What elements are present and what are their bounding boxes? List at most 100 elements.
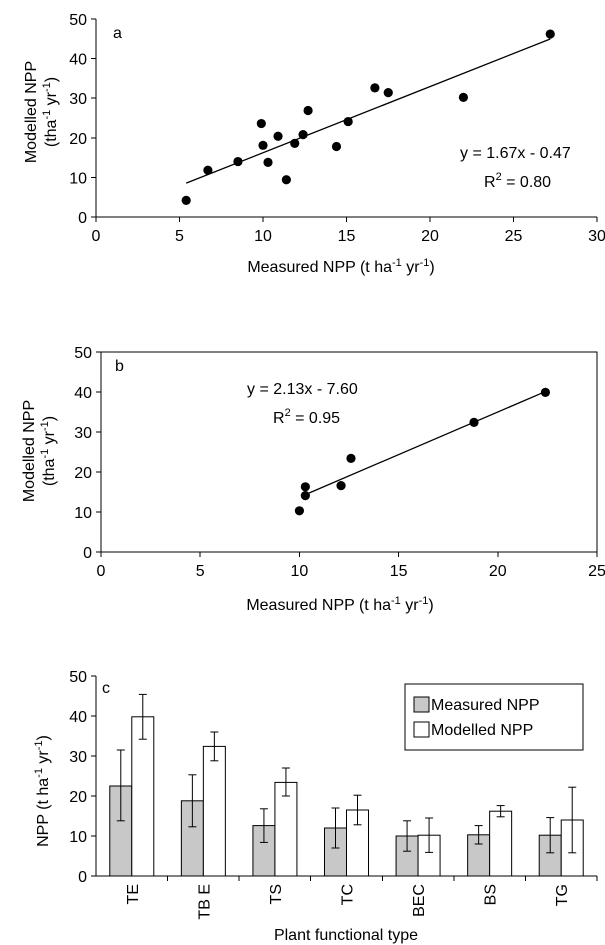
- panel-b-r-squared: R2 = 0.95: [273, 407, 340, 427]
- panel-c-category-label: BEC: [411, 884, 428, 917]
- panel-a-label: a: [113, 25, 122, 42]
- y-unit-sup-2: -1: [41, 82, 53, 92]
- panel-b-y-tick-label: 30: [74, 425, 92, 442]
- panel-c-category-label: BS: [483, 884, 500, 905]
- panel-b-y-title-line1: Modelled NPP: [21, 400, 38, 502]
- panel-b-y-title-line2: (tha-1 yr-1): [39, 416, 58, 486]
- panel-b-y-tick-label: 50: [74, 345, 92, 362]
- panel-b-x-tick-label: 10: [291, 563, 309, 580]
- panel-c-category-label: TB E: [196, 884, 213, 920]
- panel-a-data-point: [233, 156, 243, 167]
- panel-b-x-axis-title: Measured NPP (t ha-1 yr-1): [246, 595, 433, 614]
- panel-c-x-axis-title: Plant functional type: [274, 927, 418, 944]
- panel-a-data-point: [181, 195, 191, 205]
- legend-label-measured: Measured NPP: [431, 697, 540, 714]
- panel-c-y-tick-label: 40: [69, 709, 87, 726]
- panel-c-y-tick-label: 30: [69, 749, 87, 766]
- panel-a-x-axis-title: Measured NPP (t ha-1 yr-1): [247, 257, 434, 276]
- panel-c-marks: 0 10 20 30 40 50 TE TB E TS TC BEC BS TG: [69, 669, 598, 920]
- panel-b-x-tick-label: 15: [390, 563, 408, 580]
- r2-sup: 2: [285, 407, 291, 419]
- panel-b-y-tick-label: 20: [74, 465, 92, 482]
- panel-a-data-point: [545, 29, 555, 39]
- panel-c-label: c: [102, 680, 110, 697]
- r2-label: R: [273, 410, 285, 427]
- bar-modelled: [202, 745, 226, 877]
- y-unit-main: (tha: [43, 119, 60, 147]
- x-unit-sup-1: -1: [391, 595, 401, 607]
- y-unit-mid: yr: [35, 750, 52, 768]
- panel-c-y-tick-label: 20: [69, 789, 87, 806]
- y-unit-sup-1: -1: [39, 449, 51, 459]
- x-unit-end: ): [429, 259, 434, 276]
- panel-c-y-tick-label: 0: [78, 869, 87, 886]
- r2-label: R: [484, 174, 496, 191]
- y-unit-sup-1: -1: [33, 768, 45, 778]
- x-unit-mid: yr: [401, 597, 419, 614]
- panel-c-legend: Measured NPP Modelled NPP: [404, 683, 584, 751]
- panel-b-plot-frame: [100, 351, 598, 553]
- panel-a-x-tick-label: 0: [92, 228, 101, 245]
- bar-modelled: [489, 810, 513, 877]
- panel-b-data-point: [346, 453, 356, 463]
- panel-a-y-tick-label: 0: [78, 210, 87, 227]
- panel-a-scatter: a 0 10 20 30 40 50 0 5 10 15 20 25 30 Modelled NPP (…: [23, 12, 605, 276]
- bar-modelled: [131, 716, 155, 877]
- y-unit-mid: yr: [41, 430, 58, 448]
- panel-a-x-tick-label: 10: [254, 228, 272, 245]
- r2-value: = 0.95: [291, 410, 340, 427]
- panel-a-data-point: [370, 83, 380, 93]
- panel-a-data-point: [343, 116, 353, 127]
- panel-a-y-axis-title: Modelled NPP (tha-1 yr-1): [23, 61, 60, 163]
- panel-b-x-tick-label: 0: [97, 563, 106, 580]
- x-unit-end: ): [428, 597, 433, 614]
- panel-c-category-label: TG: [554, 884, 571, 906]
- panel-b-x-tick-label: 20: [489, 563, 507, 580]
- panel-a-x-tick-label: 30: [588, 228, 605, 245]
- y-unit-end: ): [43, 77, 60, 82]
- legend-label-modelled: Modelled NPP: [431, 722, 533, 739]
- panel-a-y-title-line2: (tha-1 yr-1): [41, 77, 60, 147]
- panel-b-data-point: [469, 417, 479, 427]
- panel-a-data-point: [273, 131, 283, 141]
- x-unit-sup-2: -1: [420, 257, 430, 269]
- y-unit-mid: yr: [43, 91, 60, 109]
- panel-a-x-tick-label: 5: [175, 228, 184, 245]
- panel-a-data-point: [203, 165, 213, 175]
- y-unit-main: NPP (t ha: [35, 778, 52, 847]
- panel-b-data-point: [300, 491, 310, 501]
- panel-a-y-title-line1: Modelled NPP: [23, 61, 40, 163]
- y-unit-sup-1: -1: [41, 110, 53, 120]
- legend-frame: [404, 683, 584, 751]
- x-unit-main: Measured NPP (t ha: [247, 259, 392, 276]
- x-unit-sup-1: -1: [392, 257, 402, 269]
- panel-b-scatter: b 0 10 20 30 40 50 0 5 10 15 20 25 Modelled NPP (th…: [21, 345, 605, 614]
- panel-a-data-point: [303, 105, 313, 116]
- panel-c-y-tick-label: 50: [69, 669, 87, 686]
- panel-b-data-point: [300, 482, 310, 492]
- panel-b-y-tick-label: 10: [74, 505, 92, 522]
- panel-a-equation: y = 1.67x - 0.47: [460, 145, 571, 162]
- panel-a-y-tick-label: 50: [69, 12, 87, 29]
- y-unit-end: ): [35, 735, 52, 740]
- r2-sup: 2: [496, 171, 502, 183]
- panel-a-data-point: [290, 138, 300, 148]
- panel-b-data-point: [294, 506, 304, 516]
- panel-a-data-point: [281, 175, 291, 185]
- y-unit-sup-2: -1: [39, 421, 51, 431]
- panel-a-y-tick-label: 10: [69, 170, 87, 187]
- panel-b-data-point: [540, 387, 551, 397]
- panel-b-y-axis-title: Modelled NPP (tha-1 yr-1): [21, 400, 58, 502]
- panel-b-y-tick-label: 40: [74, 385, 92, 402]
- panel-b-data-point: [336, 481, 346, 491]
- panel-a-regression-line: [185, 38, 551, 184]
- y-unit-main: (tha: [41, 458, 58, 486]
- panel-b-y-tick-label: 0: [83, 545, 92, 562]
- panel-a-data-point: [383, 88, 393, 98]
- legend-swatch-measured: [413, 696, 430, 713]
- panel-a-y-tick-label: 40: [69, 52, 87, 69]
- panel-a-r-squared: R2 = 0.80: [484, 171, 551, 191]
- panel-b-x-tick-label: 25: [588, 563, 605, 580]
- panel-a-data-point: [256, 118, 266, 129]
